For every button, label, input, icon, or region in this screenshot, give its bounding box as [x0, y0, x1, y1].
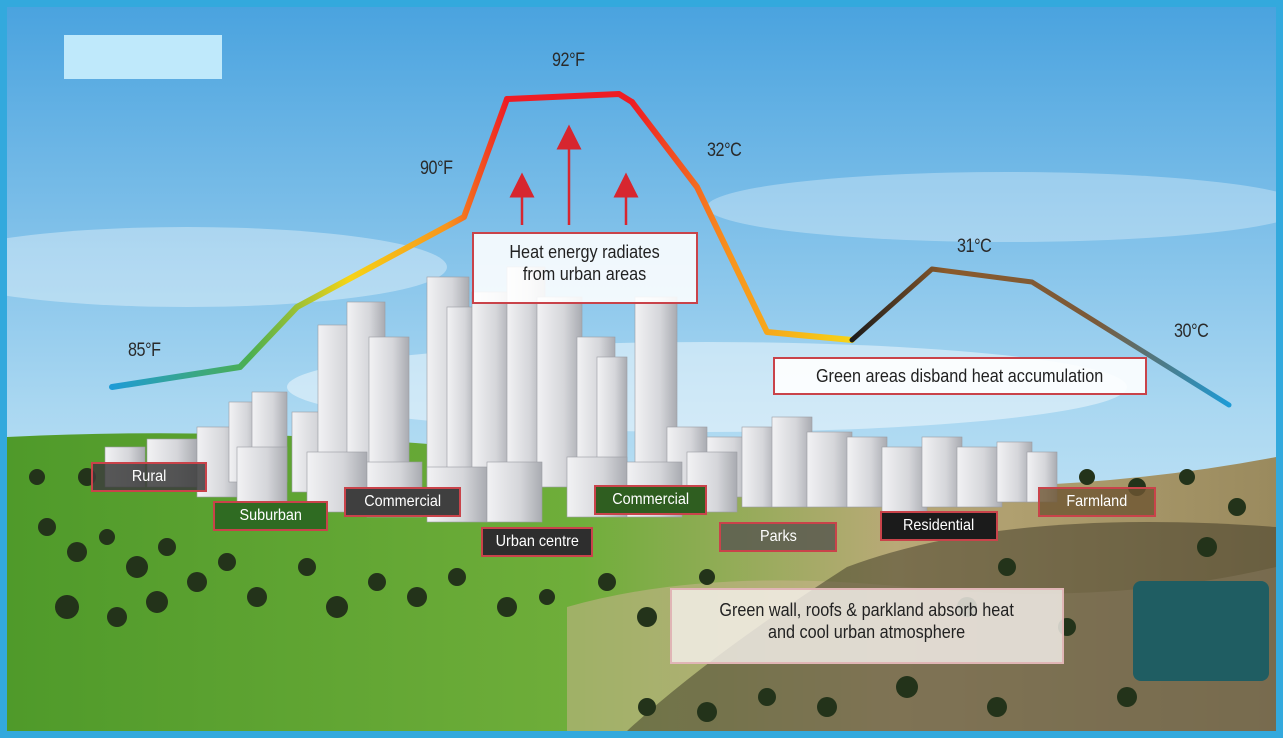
zone-label-urban-centre-text: Urban centre [495, 533, 579, 550]
temp-label-30c: 30°C [1174, 321, 1209, 342]
zone-label-parks-text: Parks [759, 528, 797, 545]
temp-label-32c: 32°C [707, 140, 742, 161]
zone-label-commercial-left: Commercial [344, 487, 461, 517]
temp-label-92f: 92°F [552, 50, 585, 71]
callout-heat-line2: from urban areas [523, 264, 647, 284]
temp-label-31c: 31°C [957, 236, 992, 257]
zone-label-rural-text: Rural [131, 468, 167, 485]
cloud [707, 172, 1276, 242]
callout-green-wall-line1: Green wall, roofs & parkland absorb heat [719, 600, 1015, 620]
zone-label-rural: Rural [91, 462, 207, 492]
callout-green-wall-line2: and cool urban atmosphere [768, 622, 966, 642]
temperature-curve-cool [849, 266, 1232, 408]
zone-label-parks: Parks [719, 522, 837, 552]
zone-label-suburban: Suburban [213, 501, 328, 531]
temperature-curve-fall [629, 99, 855, 343]
zone-label-farmland-text: Farmland [1066, 493, 1128, 510]
temp-label-90f: 90°F [420, 158, 453, 179]
temperature-curve-peak [504, 91, 635, 105]
redacted-logo-top [64, 35, 222, 79]
zone-label-residential-text: Residential [903, 517, 975, 534]
tree-cluster [29, 468, 1257, 722]
zone-label-commercial-right-text: Commercial [612, 491, 689, 508]
zone-label-farmland: Farmland [1038, 487, 1156, 517]
callout-heat-energy: Heat energy radiates from urban areas [472, 232, 698, 304]
zone-label-commercial-left-text: Commercial [364, 493, 441, 510]
temp-label-85f: 85°F [128, 340, 161, 361]
callout-green-areas: Green areas disband heat accumulation [773, 357, 1147, 395]
zone-label-suburban-text: Suburban [239, 507, 302, 524]
zone-label-residential: Residential [880, 511, 998, 541]
callout-heat-line1: Heat energy radiates [509, 242, 661, 262]
zone-label-commercial-right: Commercial [594, 485, 707, 515]
redacted-logo-bottom [1133, 581, 1269, 681]
zone-label-urban-centre: Urban centre [481, 527, 593, 557]
callout-green-areas-text: Green areas disband heat accumulation [816, 366, 1104, 386]
callout-green-wall: Green wall, roofs & parkland absorb heat… [670, 588, 1064, 664]
temperature-curve-rise [109, 96, 510, 390]
